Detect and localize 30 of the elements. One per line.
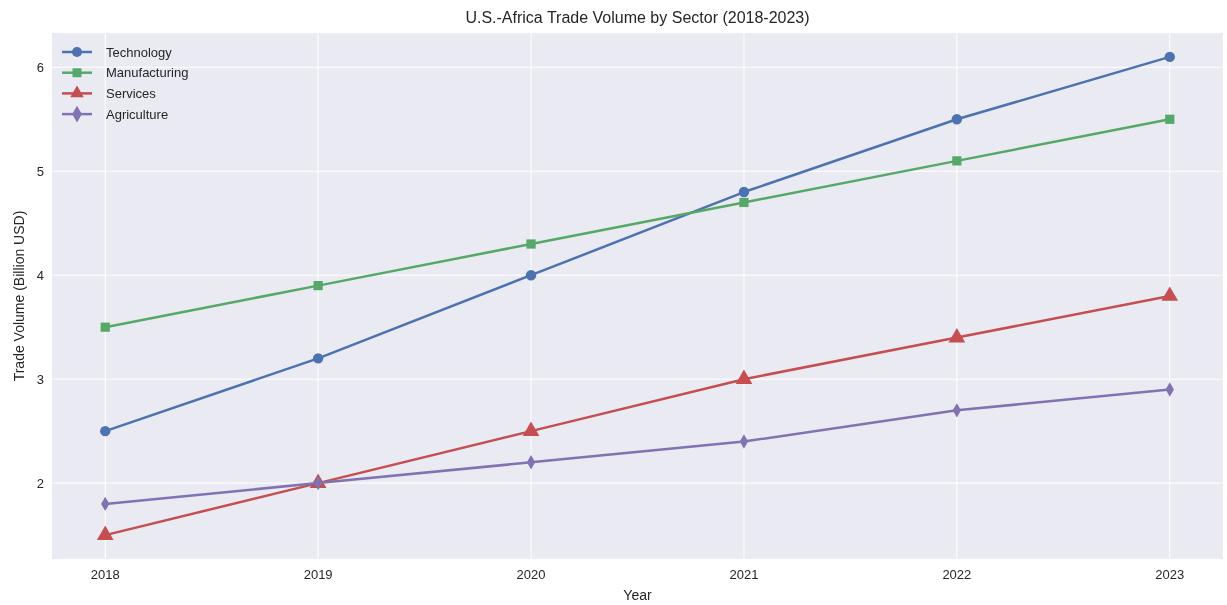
point [100,425,111,437]
x-tick-label: 2021 [729,567,759,582]
point [951,114,963,125]
x-tick-label: 2020 [516,567,546,582]
x-axis-title: Year [623,587,652,603]
point [100,322,110,332]
x-tick-label: 2023 [1155,567,1185,582]
x-tick-label: 2022 [942,567,972,582]
x-tick-label: 2019 [303,567,333,582]
y-tick-label: 4 [36,267,44,283]
point [525,270,537,281]
point [1164,51,1175,63]
y-tick-label: 3 [36,371,44,387]
y-tick-label: 6 [36,59,44,75]
point [1165,114,1175,124]
chart-title: U.S.-Africa Trade Volume by Sector (2018-2023) [465,9,810,26]
y-tick-label: 5 [36,163,44,179]
legend-label: Technology [106,44,173,60]
legend-label: Manufacturing [106,65,189,81]
point [739,197,749,208]
point [738,186,750,198]
point [952,156,962,166]
x-tick-label: 2018 [90,567,120,582]
legend-label: Services [106,85,157,101]
point [312,353,324,364]
point [313,280,323,291]
y-tick-label: 2 [36,475,44,491]
point [526,239,536,249]
y-axis-title: Trade Volume (Billion USD) [11,210,27,382]
legend-label: Agriculture [106,106,169,122]
